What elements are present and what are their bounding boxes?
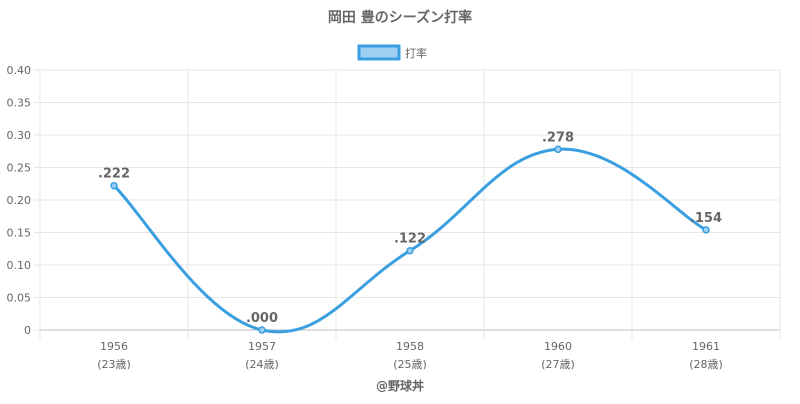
y-tick-label: 0.05 — [7, 292, 32, 305]
x-tick-sublabel: (27歳) — [541, 358, 575, 371]
y-axis: 0 0.05 0.10 0.15 0.20 0.25 0.30 0.35 0.40 — [7, 64, 40, 337]
x-tick-label: 1957 — [248, 340, 276, 353]
data-point[interactable] — [110, 181, 118, 190]
x-tick-label: 1958 — [396, 340, 424, 353]
y-tick-label: 0.15 — [7, 227, 32, 240]
x-tick-sublabel: (25歳) — [393, 358, 427, 371]
x-tick-label: 1961 — [692, 340, 720, 353]
y-tick-label: 0.10 — [7, 259, 32, 272]
data-point[interactable] — [258, 326, 266, 334]
legend-label[interactable]: 打率 — [405, 46, 427, 60]
y-tick-label: 0 — [24, 324, 31, 337]
data-labels: .222 .000 .122 .278 .154 — [98, 130, 722, 326]
y-tick-label: 0.25 — [7, 162, 32, 175]
y-tick-label: 0.40 — [7, 64, 32, 77]
chart-title: 岡田 豊のシーズン打率 — [328, 9, 472, 26]
data-label: .154 — [690, 211, 722, 226]
x-tick-sublabel: (23歳) — [97, 358, 131, 371]
data-point[interactable] — [702, 226, 710, 234]
data-point[interactable] — [554, 145, 562, 154]
data-label: .122 — [394, 232, 426, 247]
data-label: .000 — [246, 311, 278, 326]
y-tick-label: 0.35 — [7, 97, 32, 110]
data-label: .222 — [98, 167, 130, 182]
footer-credit: @野球丼 — [376, 378, 424, 393]
legend-swatch[interactable] — [357, 44, 401, 61]
y-tick-label: 0.30 — [7, 129, 32, 142]
y-tick-label: 0.20 — [7, 194, 32, 207]
data-points — [110, 145, 710, 334]
x-tick-sublabel: (28歳) — [689, 358, 723, 371]
x-tick-sublabel: (24歳) — [245, 358, 279, 371]
data-label: .278 — [542, 130, 574, 145]
x-tick-label: 1956 — [100, 340, 128, 353]
x-tick-label: 1960 — [544, 340, 572, 353]
x-axis: 1956 (23歳) 1957 (24歳) 1958 (25歳) 1960 (27歳) 1961… — [97, 340, 723, 371]
grid-lines — [39, 69, 781, 340]
data-point[interactable] — [406, 246, 414, 255]
